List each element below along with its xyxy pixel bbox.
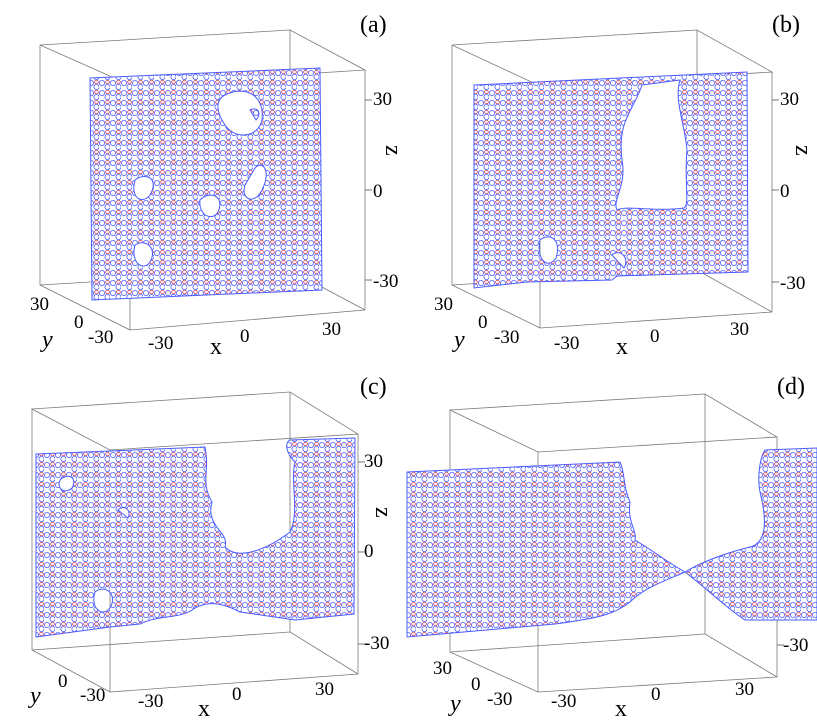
panel-d-figure [406, 393, 817, 693]
panel-b-figure [451, 29, 779, 329]
panel-b-x-tick-right: 30 [730, 319, 749, 340]
panel-d-y-tick-top: 30 [433, 658, 452, 679]
panel-b-y-tick-top: 30 [434, 294, 453, 315]
panel-a-y-tick-mid: 0 [74, 312, 84, 333]
panel-c-x-tick-right: 30 [315, 679, 334, 700]
panel-d-y-tick-mid: 0 [471, 674, 481, 695]
panel-a-x-tick-right: 30 [322, 319, 341, 340]
panel-a-x-tick-left: -30 [148, 333, 174, 354]
panel-d-slab-left [406, 461, 687, 638]
panel-b-z-tick-top: 30 [780, 89, 799, 110]
panel-b-y-tick-mid: 0 [478, 312, 488, 333]
panel-a-z-tick-mid: 0 [373, 181, 383, 202]
panel-b-y-tick-bot: -30 [494, 327, 520, 348]
panel-a-z-tick-bot: -30 [373, 271, 399, 292]
panel-c-z-tick-top: 30 [364, 451, 383, 472]
panel-a-y-tick-bot: -30 [88, 327, 114, 348]
panel-d-x-tick-left: -30 [551, 691, 577, 712]
panel-a-y-label: y [42, 327, 53, 353]
panel-b-z-tick-mid: 0 [780, 181, 790, 202]
panel-a-z-label: z [380, 145, 406, 156]
panel-b-label: (b) [772, 12, 800, 38]
panel-b-x-tick-mid: 0 [650, 326, 660, 347]
panel-d-y-tick-bot: -30 [487, 689, 513, 710]
panel-b-z-label: z [790, 145, 816, 156]
panel-c-z-tick-bot: -30 [364, 633, 390, 654]
panel-b-x-label: x [616, 334, 628, 360]
panel-b: (b) 30 0 -30 z -30 0 30 x 30 0 -30 y [412, 0, 816, 359]
panel-d-slab-right [684, 447, 817, 621]
panel-d-x-label: x [615, 696, 627, 722]
panel-d-x-tick-right: 30 [735, 679, 754, 700]
panel-b-slab [473, 71, 749, 289]
panel-d-x-tick-mid: 0 [651, 684, 661, 705]
panel-c-x-tick-mid: 0 [232, 684, 242, 705]
panel-c-z-label: z [370, 507, 396, 518]
panel-b-z-tick-bot: -30 [780, 273, 806, 294]
panel-c-x-tick-left: -30 [138, 691, 164, 712]
panel-a: (a) 30 0 -30 z -30 0 30 x 30 0 -30 y [0, 0, 406, 359]
panel-c-slab [35, 437, 356, 638]
panel-c-y-label: y [30, 683, 41, 709]
panel-a-y-tick-top: 30 [30, 294, 49, 315]
panel-c-label: (c) [360, 374, 387, 400]
panel-c-z-tick-mid: 0 [364, 541, 374, 562]
panel-d: (d) -30 -30 0 30 x 30 0 -30 y [405, 362, 817, 721]
panel-c-y-tick-mid: 0 [58, 671, 68, 692]
panel-a-z-tick-top: 30 [373, 89, 392, 110]
panel-c: (c) 30 0 -30 z -30 0 30 x 0 -30 y [0, 362, 400, 721]
panel-a-x-label: x [210, 334, 222, 360]
panel-a-figure [39, 29, 372, 331]
panel-d-label: (d) [777, 374, 805, 400]
panel-b-y-label: y [454, 327, 465, 353]
panel-a-x-tick-mid: 0 [240, 326, 250, 347]
panel-d-y-label: y [450, 691, 461, 717]
panel-b-x-tick-left: -30 [554, 333, 580, 354]
panel-a-label: (a) [360, 12, 387, 38]
panel-c-x-label: x [198, 696, 210, 722]
panel-d-z-tick-bot: -30 [783, 635, 809, 656]
panel-c-y-tick-bot: -30 [80, 685, 106, 706]
panel-a-slab [89, 67, 323, 301]
panel-c-figure [30, 391, 365, 693]
